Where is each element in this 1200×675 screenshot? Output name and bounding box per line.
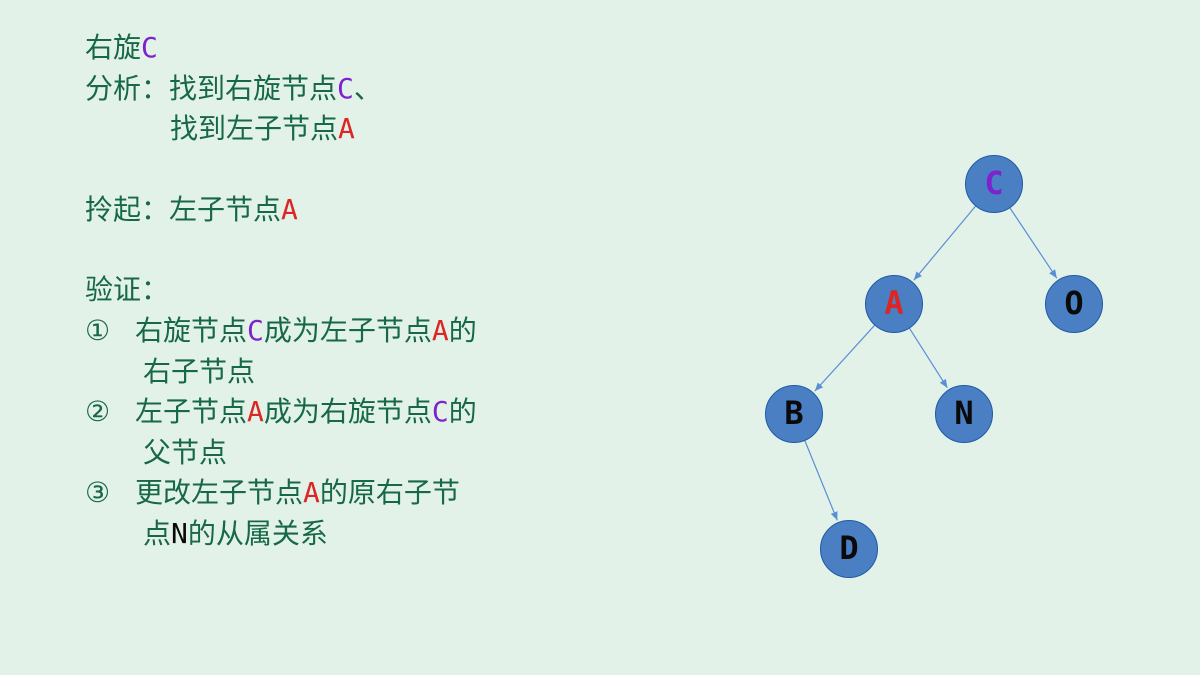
tree-node-O: O (1045, 275, 1103, 333)
t4a: 拎起：左子节点 (85, 194, 281, 225)
num3: ③ (85, 473, 135, 514)
t10c: 的原右子节 (320, 477, 460, 508)
tree-node-label-O: O (1064, 284, 1083, 322)
t6a: 右旋节点 (135, 315, 247, 346)
verify-3b: 点N的从属关系 (85, 514, 655, 555)
t11c: 的从属关系 (188, 518, 328, 549)
tree-node-label-A: A (884, 284, 903, 322)
tree-node-label-B: B (784, 394, 803, 432)
tree-node-A: A (865, 275, 923, 333)
t3a: 找到左子节点 (170, 113, 338, 144)
verify-1: ①右旋节点C成为左子节点A的 (85, 311, 655, 352)
lift-line: 拎起：左子节点A (85, 190, 655, 231)
t6d: A (432, 314, 449, 347)
tree-diagram: C A O B N D (665, 125, 1165, 645)
t2b: C (337, 72, 354, 105)
verify-1b: 右子节点 (85, 352, 655, 393)
t6e: 的 (449, 315, 477, 346)
t10b: A (303, 476, 320, 509)
t2c: 、 (354, 73, 382, 104)
t8a: 左子节点 (135, 396, 247, 427)
t8b: A (247, 395, 264, 428)
num1: ① (85, 311, 135, 352)
tree-node-label-D: D (839, 529, 858, 567)
edge-A-B (815, 325, 875, 391)
verify-2: ②左子节点A成为右旋节点C的 (85, 392, 655, 433)
t1a: 右旋 (85, 32, 141, 63)
explanation-text: 右旋C 分析：找到右旋节点C、 找到左子节点A 拎起：左子节点A 验证： ①右旋… (85, 28, 655, 555)
tree-node-D: D (820, 520, 878, 578)
tree-node-label-C: C (984, 164, 1003, 202)
t6b: C (247, 314, 264, 347)
verify-2b: 父节点 (85, 433, 655, 474)
tree-node-C: C (965, 155, 1023, 213)
analysis-line2: 找到左子节点A (85, 109, 655, 150)
t1b: C (141, 31, 158, 64)
t4b: A (281, 193, 298, 226)
title-line: 右旋C (85, 28, 655, 69)
analysis-line1: 分析：找到右旋节点C、 (85, 69, 655, 110)
t8e: 的 (449, 396, 477, 427)
tree-node-B: B (765, 385, 823, 443)
t8c: 成为右旋节点 (264, 396, 432, 427)
verify-3: ③更改左子节点A的原右子节 (85, 473, 655, 514)
t2a: 分析：找到右旋节点 (85, 73, 337, 104)
num2: ② (85, 392, 135, 433)
tree-node-N: N (935, 385, 993, 443)
edge-B-D (805, 441, 837, 520)
t8d: C (432, 395, 449, 428)
tree-edges (665, 125, 1165, 645)
tree-node-label-N: N (954, 394, 973, 432)
edge-C-A (914, 206, 976, 280)
t11b: N (171, 517, 188, 550)
t11a: 点 (143, 518, 171, 549)
edge-A-N (910, 328, 948, 387)
edge-C-O (1010, 208, 1057, 278)
t3b: A (338, 112, 355, 145)
t10a: 更改左子节点 (135, 477, 303, 508)
t6c: 成为左子节点 (264, 315, 432, 346)
verify-heading: 验证： (85, 270, 655, 311)
